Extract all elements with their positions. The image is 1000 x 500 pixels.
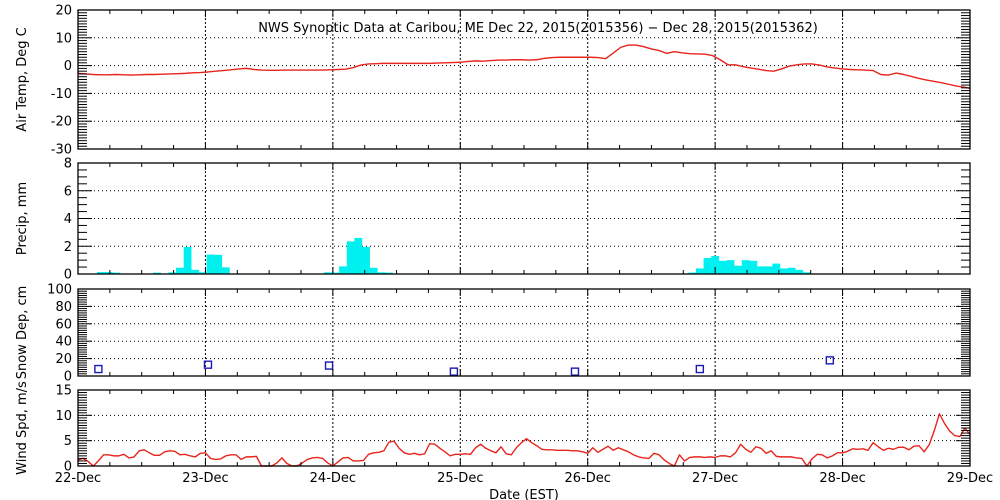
axis-label-y-snow-depth: Snow Dep, cm [15, 286, 30, 380]
bar-precip [385, 272, 393, 274]
ytick-label: 40 [55, 335, 72, 350]
bar-precip [787, 267, 796, 274]
axis-label-y-wind-speed: Wind Spd, m/s [15, 381, 30, 475]
bar-precip [206, 254, 215, 274]
bar-precip [369, 267, 378, 274]
chart-title: NWS Synoptic Data at Caribou, ME Dec 22,… [258, 21, 818, 36]
bar-precip [112, 272, 121, 274]
bar-precip [795, 269, 804, 274]
xtick-label: 22-Dec [55, 471, 101, 486]
marker-snow-depth [825, 356, 835, 365]
xtick-label: 26-Dec [565, 471, 611, 486]
marker-snow-depth [203, 360, 213, 369]
bar-precip [183, 246, 192, 274]
ytick-label: -20 [51, 115, 72, 130]
marker-snow-depth [94, 364, 103, 374]
xtick-label: 23-Dec [182, 471, 228, 486]
xtick-label: 25-Dec [437, 471, 483, 486]
panel-frame [77, 389, 971, 467]
ytick-label: 4 [64, 212, 72, 227]
bar-precip [362, 246, 370, 274]
series-line-wind-speed [77, 413, 971, 467]
ytick-label: 60 [55, 317, 72, 332]
ytick-label: 0 [64, 268, 72, 283]
marker-snow-depth [449, 367, 459, 376]
ytick-label: 10 [55, 31, 72, 46]
xtick-label: 24-Dec [310, 471, 356, 486]
marker-snow-depth [324, 361, 334, 370]
panel-wind-speed: 0 5 10 15 Wind Spd, m/s [15, 381, 971, 475]
bar-precip [323, 272, 332, 274]
ytick-label: 80 [55, 300, 72, 315]
ytick-label: 5 [64, 434, 72, 449]
bar-precip [718, 260, 727, 274]
bar-precip [97, 272, 105, 274]
ytick-label: 0 [64, 460, 72, 475]
bar-precip [764, 266, 773, 274]
bar-precip [772, 263, 781, 274]
ytick-label: 2 [64, 240, 72, 255]
bar-precip [153, 272, 161, 274]
series-line-air-temp [77, 44, 971, 90]
bar-precip [354, 237, 363, 274]
ytick-label: 20 [55, 4, 72, 19]
ytick-label: -30 [51, 143, 72, 158]
axis-label-y-precip: Precip, mm [15, 182, 30, 255]
bar-precip [339, 266, 347, 274]
panel-precip: 0 2 4 6 8 Precip, mm [15, 157, 971, 283]
bar-precip [802, 272, 811, 274]
bar-precip [176, 267, 184, 274]
bar-precip [198, 272, 207, 274]
ytick-label: -10 [51, 87, 72, 102]
bar-precip [221, 267, 230, 274]
axis-label-x: Date (EST) [489, 488, 559, 500]
bar-precip [703, 258, 712, 274]
bar-precip [711, 255, 720, 274]
ytick-label: 0 [64, 59, 72, 74]
bar-precip [688, 272, 697, 274]
bar-precip [741, 260, 750, 275]
ytick-label: 6 [64, 184, 72, 199]
ytick-label: 100 [47, 283, 72, 298]
bar-precip [726, 260, 735, 275]
bar-precip [757, 266, 765, 274]
marker-snow-depth [570, 367, 580, 376]
axis-label-y-air-temp: Air Temp, Deg C [15, 27, 30, 131]
bar-precip [749, 260, 758, 274]
bar-precip [214, 254, 223, 274]
xtick-label: 28-Dec [819, 471, 865, 486]
ytick-label: 10 [55, 409, 72, 424]
ytick-label: 20 [55, 352, 72, 367]
bar-precip [168, 272, 177, 274]
ytick-label: 15 [55, 384, 72, 399]
bar-precip [780, 268, 788, 274]
marker-snow-depth [695, 364, 705, 374]
bar-precip [377, 272, 386, 274]
bar-precip [695, 268, 704, 274]
bar-precip [346, 241, 355, 274]
bar-precip [734, 265, 742, 274]
bar-precip [104, 272, 113, 274]
bar-precip [191, 269, 200, 274]
ytick-label: 8 [64, 157, 72, 172]
panel-air-temp: -30 -20 -10 0 10 20 Air Temp, Deg C [15, 4, 971, 158]
bar-precip [331, 272, 340, 274]
panel-snow-depth: 0 20 40 60 80 100 Snow Dep, cm [15, 283, 971, 385]
ytick-label: 0 [64, 370, 72, 385]
xtick-label: 29-Dec [947, 471, 993, 486]
xtick-label: 27-Dec [692, 471, 738, 486]
